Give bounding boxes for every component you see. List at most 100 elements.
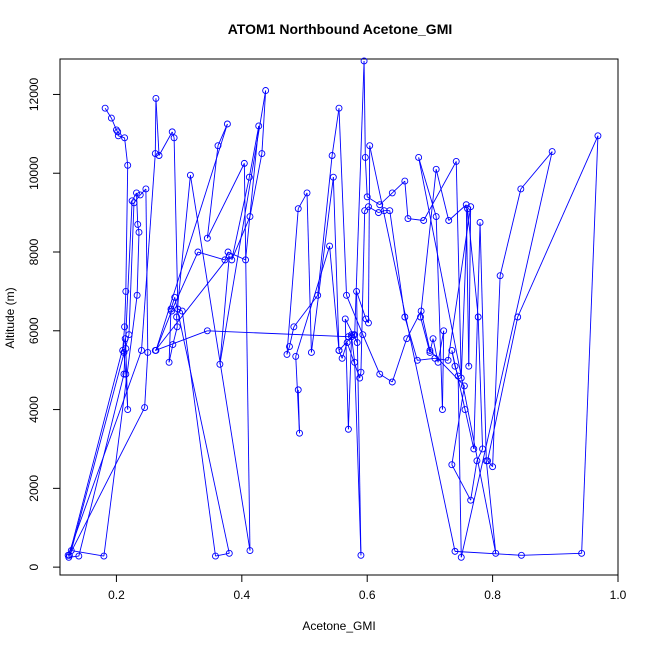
series-segment (249, 153, 263, 217)
data-point (283, 350, 291, 358)
series-segment (139, 188, 147, 196)
data-point (130, 199, 138, 207)
data-point (426, 349, 434, 356)
series-segment (354, 60, 365, 335)
data-point (467, 203, 475, 211)
data-point (465, 362, 473, 370)
data-point (121, 134, 129, 142)
data-point (348, 331, 355, 339)
series-segment (110, 117, 117, 131)
data-point (353, 287, 361, 295)
series-segment (69, 407, 146, 556)
data-point (375, 209, 382, 217)
data-point (168, 307, 176, 315)
series-segment (137, 224, 140, 233)
data-point (165, 358, 173, 366)
series-segment (404, 181, 409, 219)
series-segment (368, 206, 379, 214)
data-point (152, 94, 160, 102)
data-point (489, 463, 497, 471)
series-segment (168, 309, 172, 363)
series-segment (356, 291, 367, 320)
series-segment (454, 550, 522, 556)
data-point (203, 327, 211, 335)
data-point (121, 335, 129, 343)
data-point (517, 185, 525, 193)
data-point (169, 341, 177, 349)
data-point (100, 552, 108, 560)
series-segment (467, 208, 479, 318)
data-point (216, 360, 224, 368)
data-point (120, 349, 128, 356)
series-line (67, 60, 599, 558)
data-point (548, 148, 556, 156)
data-point (452, 157, 460, 165)
data-point (353, 339, 361, 347)
x-axis-label: Acetone_GMI (302, 619, 375, 633)
data-point (242, 256, 250, 264)
series-segment (131, 192, 137, 202)
series-segment (310, 177, 334, 353)
series-segment (479, 222, 487, 461)
data-point (432, 165, 440, 173)
series-segment (71, 550, 104, 557)
data-point (292, 352, 300, 360)
data-point (517, 551, 525, 559)
x-tick-label: 0.8 (484, 588, 501, 602)
series-segment (418, 157, 497, 554)
data-point (307, 349, 315, 356)
data-point (363, 193, 371, 201)
data-point (426, 347, 434, 354)
series-segment (351, 336, 356, 363)
data-point (246, 547, 254, 555)
series-segment (116, 129, 119, 133)
series-segment (154, 255, 230, 351)
series-segment (346, 295, 364, 335)
series-segment (420, 316, 431, 353)
series-segment (245, 125, 260, 260)
data-point (349, 331, 357, 339)
series-segment (124, 291, 127, 327)
data-point (462, 201, 470, 209)
data-point (444, 356, 452, 364)
series-segment (286, 208, 299, 355)
data-point (440, 327, 448, 335)
data-point (335, 347, 343, 354)
data-point (225, 549, 233, 557)
series-segment (389, 210, 406, 318)
data-point (294, 386, 302, 394)
data-point (122, 345, 130, 352)
data-point (144, 349, 152, 356)
data-point (401, 313, 409, 321)
data-point (376, 201, 384, 209)
series-segment (128, 202, 135, 335)
y-tick-label: 4000 (27, 396, 41, 423)
series-segment (317, 155, 333, 296)
series-segment (206, 145, 219, 239)
data-point (101, 104, 109, 112)
data-point (67, 547, 75, 555)
data-point (365, 319, 372, 327)
data-point (212, 552, 219, 560)
series-segment (492, 275, 501, 467)
series-segment (67, 350, 142, 556)
series-segment (297, 389, 300, 434)
data-point (112, 126, 120, 134)
series-segment (476, 448, 483, 461)
data-point (343, 339, 351, 347)
data-point (107, 114, 115, 122)
series-segment (197, 251, 226, 261)
data-point (403, 335, 411, 343)
series-segment (487, 316, 519, 461)
data-point (361, 207, 369, 215)
y-tick-label: 6000 (27, 317, 41, 344)
series-segment (306, 192, 312, 353)
series-segment (404, 316, 418, 361)
y-tick-label: 10000 (27, 156, 41, 190)
data-point (225, 252, 233, 260)
series-segment (136, 232, 140, 296)
series-segment (356, 291, 362, 556)
data-point (173, 323, 181, 331)
series-segment (437, 330, 445, 363)
